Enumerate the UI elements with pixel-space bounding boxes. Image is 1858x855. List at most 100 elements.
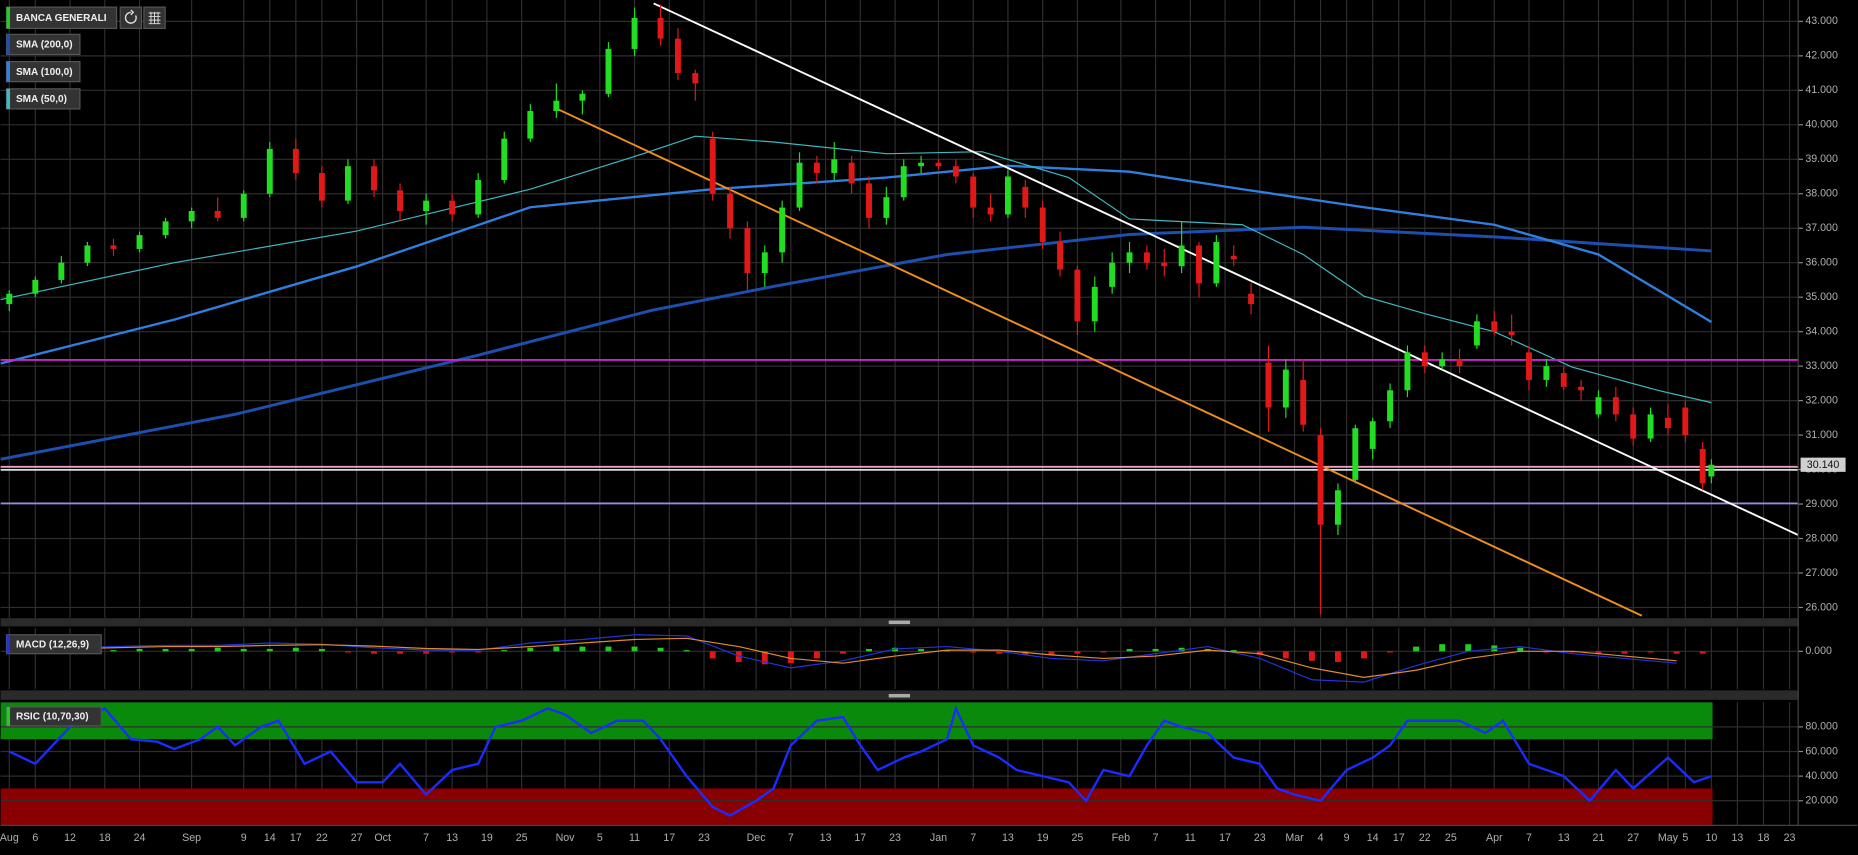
candle-body [1526,352,1532,380]
candle-body [1300,379,1307,425]
macd-bar [579,646,586,652]
candle-body [527,111,534,139]
oversold-band [0,788,1713,826]
candle-body [58,262,65,280]
macd-bar [761,651,768,665]
x-tick-label: 22 [316,832,328,844]
legend: BANCA GENERALI MACD (12,26,9) RSIC (10,7… [5,6,166,727]
candle-body [397,190,404,211]
candle-body [1317,435,1324,525]
y-tick-label: 0.000 [1805,645,1832,657]
x-tick-label: 6 [32,832,38,844]
candle-body [987,207,994,215]
x-tick-label: Oct [374,832,391,844]
x-tick-label: 25 [516,832,528,844]
candle-body [1708,464,1715,477]
macd-bar [1152,648,1159,652]
macd-bar [1465,644,1472,652]
x-tick-label: 13 [1558,832,1570,844]
candle-body [970,176,977,208]
x-tick-label: 19 [481,832,493,844]
candle-body [883,197,890,218]
macd-bar [501,650,508,652]
x-tick-label: 22 [1419,832,1431,844]
candle-body [952,166,959,177]
macd-line [9,634,1677,683]
candle-body [1421,352,1428,367]
refresh-button[interactable] [119,6,143,30]
macd-bar [397,651,404,654]
y-tick-label: 42.000 [1805,50,1838,62]
candle-body [631,17,638,49]
y-tick-label: 28.000 [1805,532,1838,544]
candle-body [1404,352,1411,391]
macd-bar [1282,651,1289,659]
candle-body [1178,245,1185,267]
x-tick-label: 5 [1682,832,1688,844]
symbol-stripe [6,7,11,29]
candle-body [1682,407,1689,436]
y-tick-label: 35.000 [1805,291,1838,303]
candle-body [848,162,855,184]
resize-handle[interactable] [888,693,911,698]
candle-body [1091,286,1098,322]
candle-body [1699,448,1706,484]
macd-bar [240,648,247,652]
candle-body [188,210,195,222]
x-tick-label: 24 [134,832,146,844]
x-tick-label: 19 [1037,832,1049,844]
x-tick-label: 11 [629,832,640,844]
macd-bar [423,651,430,654]
macd-bar [839,651,846,654]
indicator-label: MACD (12,26,9) [16,639,89,650]
candle-body [1543,366,1550,380]
macd-bar [1595,651,1602,654]
x-tick-label: 14 [1367,832,1379,844]
y-tick-label: 80.000 [1805,721,1838,733]
candle-body [1022,186,1029,208]
x-tick-label: Nov [556,832,576,844]
macd-bar [813,651,820,659]
y-tick-label: 33.000 [1805,360,1838,372]
candle-body [1630,414,1637,439]
candle-body [1664,417,1671,429]
candle-body [709,138,716,194]
x-tick-label: Dec [747,832,767,844]
candle-body [900,166,907,198]
candle-body [1230,255,1237,260]
resize-handle[interactable] [888,620,911,625]
macd-bar [214,647,221,652]
macd-bar [918,648,925,652]
x-tick-label: 27 [351,832,363,844]
symbol-title: BANCA GENERALI [16,13,107,24]
candle-body [1109,262,1116,287]
y-tick-label: 20.000 [1805,795,1838,807]
y-tick-label: 43.000 [1805,15,1838,27]
candle-body [214,210,221,218]
sma-line [0,225,1712,461]
candle-body [744,228,751,274]
macd-bar [292,647,299,652]
macd-bar [1230,650,1237,652]
x-tick-label: 13 [820,832,832,844]
x-tick-label: 17 [290,832,302,844]
macd-bar [1699,651,1706,654]
candle-body [1456,359,1463,367]
macd-bar [1387,651,1394,653]
candle-body [553,100,560,112]
candle-body [674,38,681,74]
candle-body [1491,321,1498,332]
macd-bar [266,648,273,652]
macd-bar [657,647,664,652]
candle-body [1369,421,1376,449]
macd-bar [1647,651,1654,653]
candle-body [449,200,456,215]
rsi-plot [0,702,1713,826]
x-tick-label: 17 [854,832,866,844]
y-tick-label: 40.000 [1805,119,1838,131]
candle-body [318,173,325,201]
macd-bar [136,648,143,652]
candle-body [779,207,786,253]
y-tick-label: 27.000 [1805,567,1838,579]
